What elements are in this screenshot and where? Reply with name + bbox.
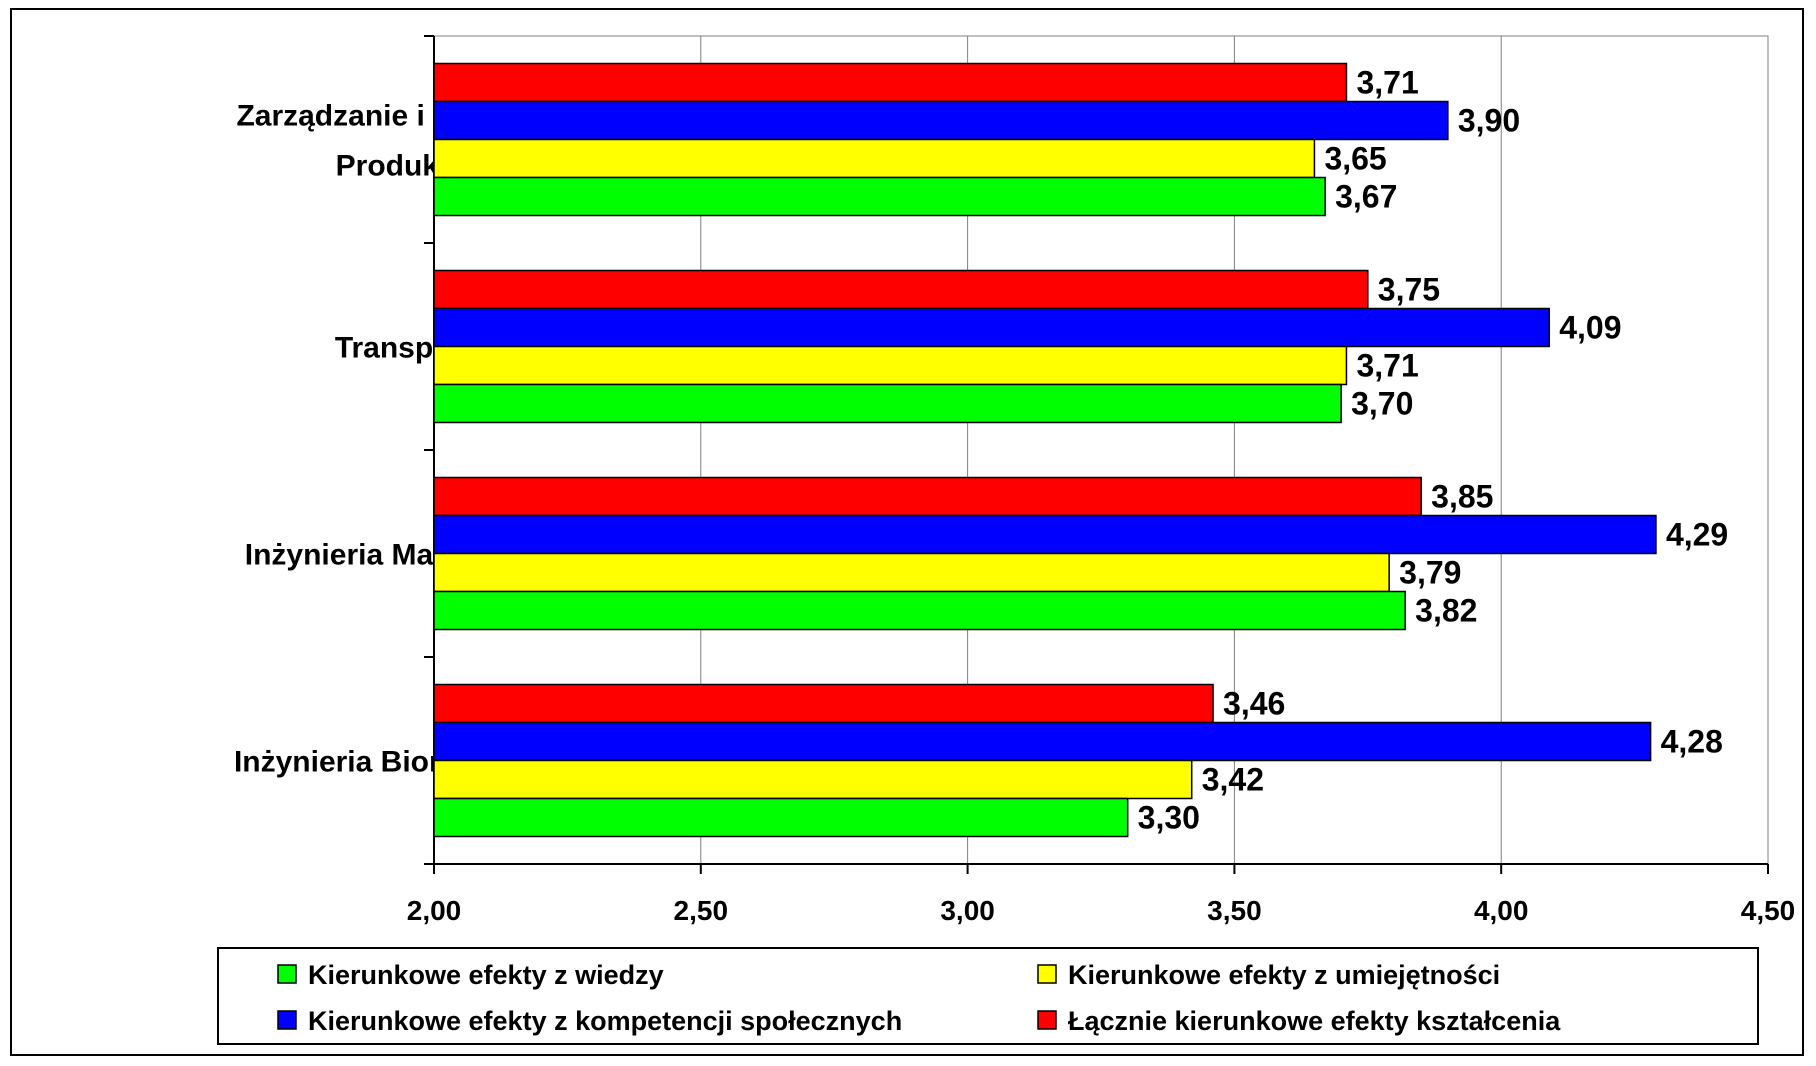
bar xyxy=(433,62,1348,103)
bar xyxy=(433,552,1390,593)
data-label: 3,30 xyxy=(1138,800,1200,836)
data-label: 3,71 xyxy=(1356,65,1418,101)
bar xyxy=(433,514,1657,555)
legend-box xyxy=(217,947,1759,1045)
bar xyxy=(433,759,1193,800)
x-tick-label: 2,50 xyxy=(674,895,729,926)
data-label: 4,28 xyxy=(1661,724,1723,760)
data-label: 3,82 xyxy=(1415,593,1477,629)
bar xyxy=(433,307,1550,348)
legend-swatch xyxy=(1037,964,1057,984)
x-tick-label: 3,00 xyxy=(940,895,995,926)
legend-swatch xyxy=(277,1010,297,1030)
data-label: 3,70 xyxy=(1351,386,1413,422)
bar xyxy=(433,345,1348,386)
bar xyxy=(433,100,1449,141)
x-tick-label: 2,00 xyxy=(407,895,462,926)
data-label: 3,42 xyxy=(1202,762,1264,798)
data-label: 3,67 xyxy=(1335,179,1397,215)
bar xyxy=(433,138,1316,179)
x-tick-label: 4,00 xyxy=(1474,895,1529,926)
data-label: 4,09 xyxy=(1559,310,1621,346)
data-label: 3,85 xyxy=(1431,479,1493,515)
legend-swatch xyxy=(1037,1010,1057,1030)
legend-swatch xyxy=(277,964,297,984)
legend-label: Łącznie kierunkowe efekty kształcenia xyxy=(1068,1006,1561,1036)
bar xyxy=(433,383,1342,424)
bar xyxy=(433,721,1652,762)
data-label: 3,79 xyxy=(1399,555,1461,591)
bar xyxy=(433,590,1406,631)
bar xyxy=(433,176,1326,217)
bar xyxy=(433,683,1214,724)
data-label: 4,29 xyxy=(1666,517,1728,553)
x-tick-label: 4,50 xyxy=(1741,895,1796,926)
data-label: 3,90 xyxy=(1458,103,1520,139)
bar xyxy=(433,797,1129,838)
bar xyxy=(433,476,1422,517)
bar xyxy=(433,269,1369,310)
legend-label: Kierunkowe efekty z wiedzy xyxy=(308,960,664,990)
legend-label: Kierunkowe efekty z umiejętności xyxy=(1068,960,1500,990)
data-label: 3,75 xyxy=(1378,272,1440,308)
data-label: 3,46 xyxy=(1223,686,1285,722)
legend-label: Kierunkowe efekty z kompetencji społeczn… xyxy=(308,1006,902,1036)
data-label: 3,65 xyxy=(1324,141,1386,177)
x-tick-label: 3,50 xyxy=(1207,895,1262,926)
data-label: 3,71 xyxy=(1356,348,1418,384)
